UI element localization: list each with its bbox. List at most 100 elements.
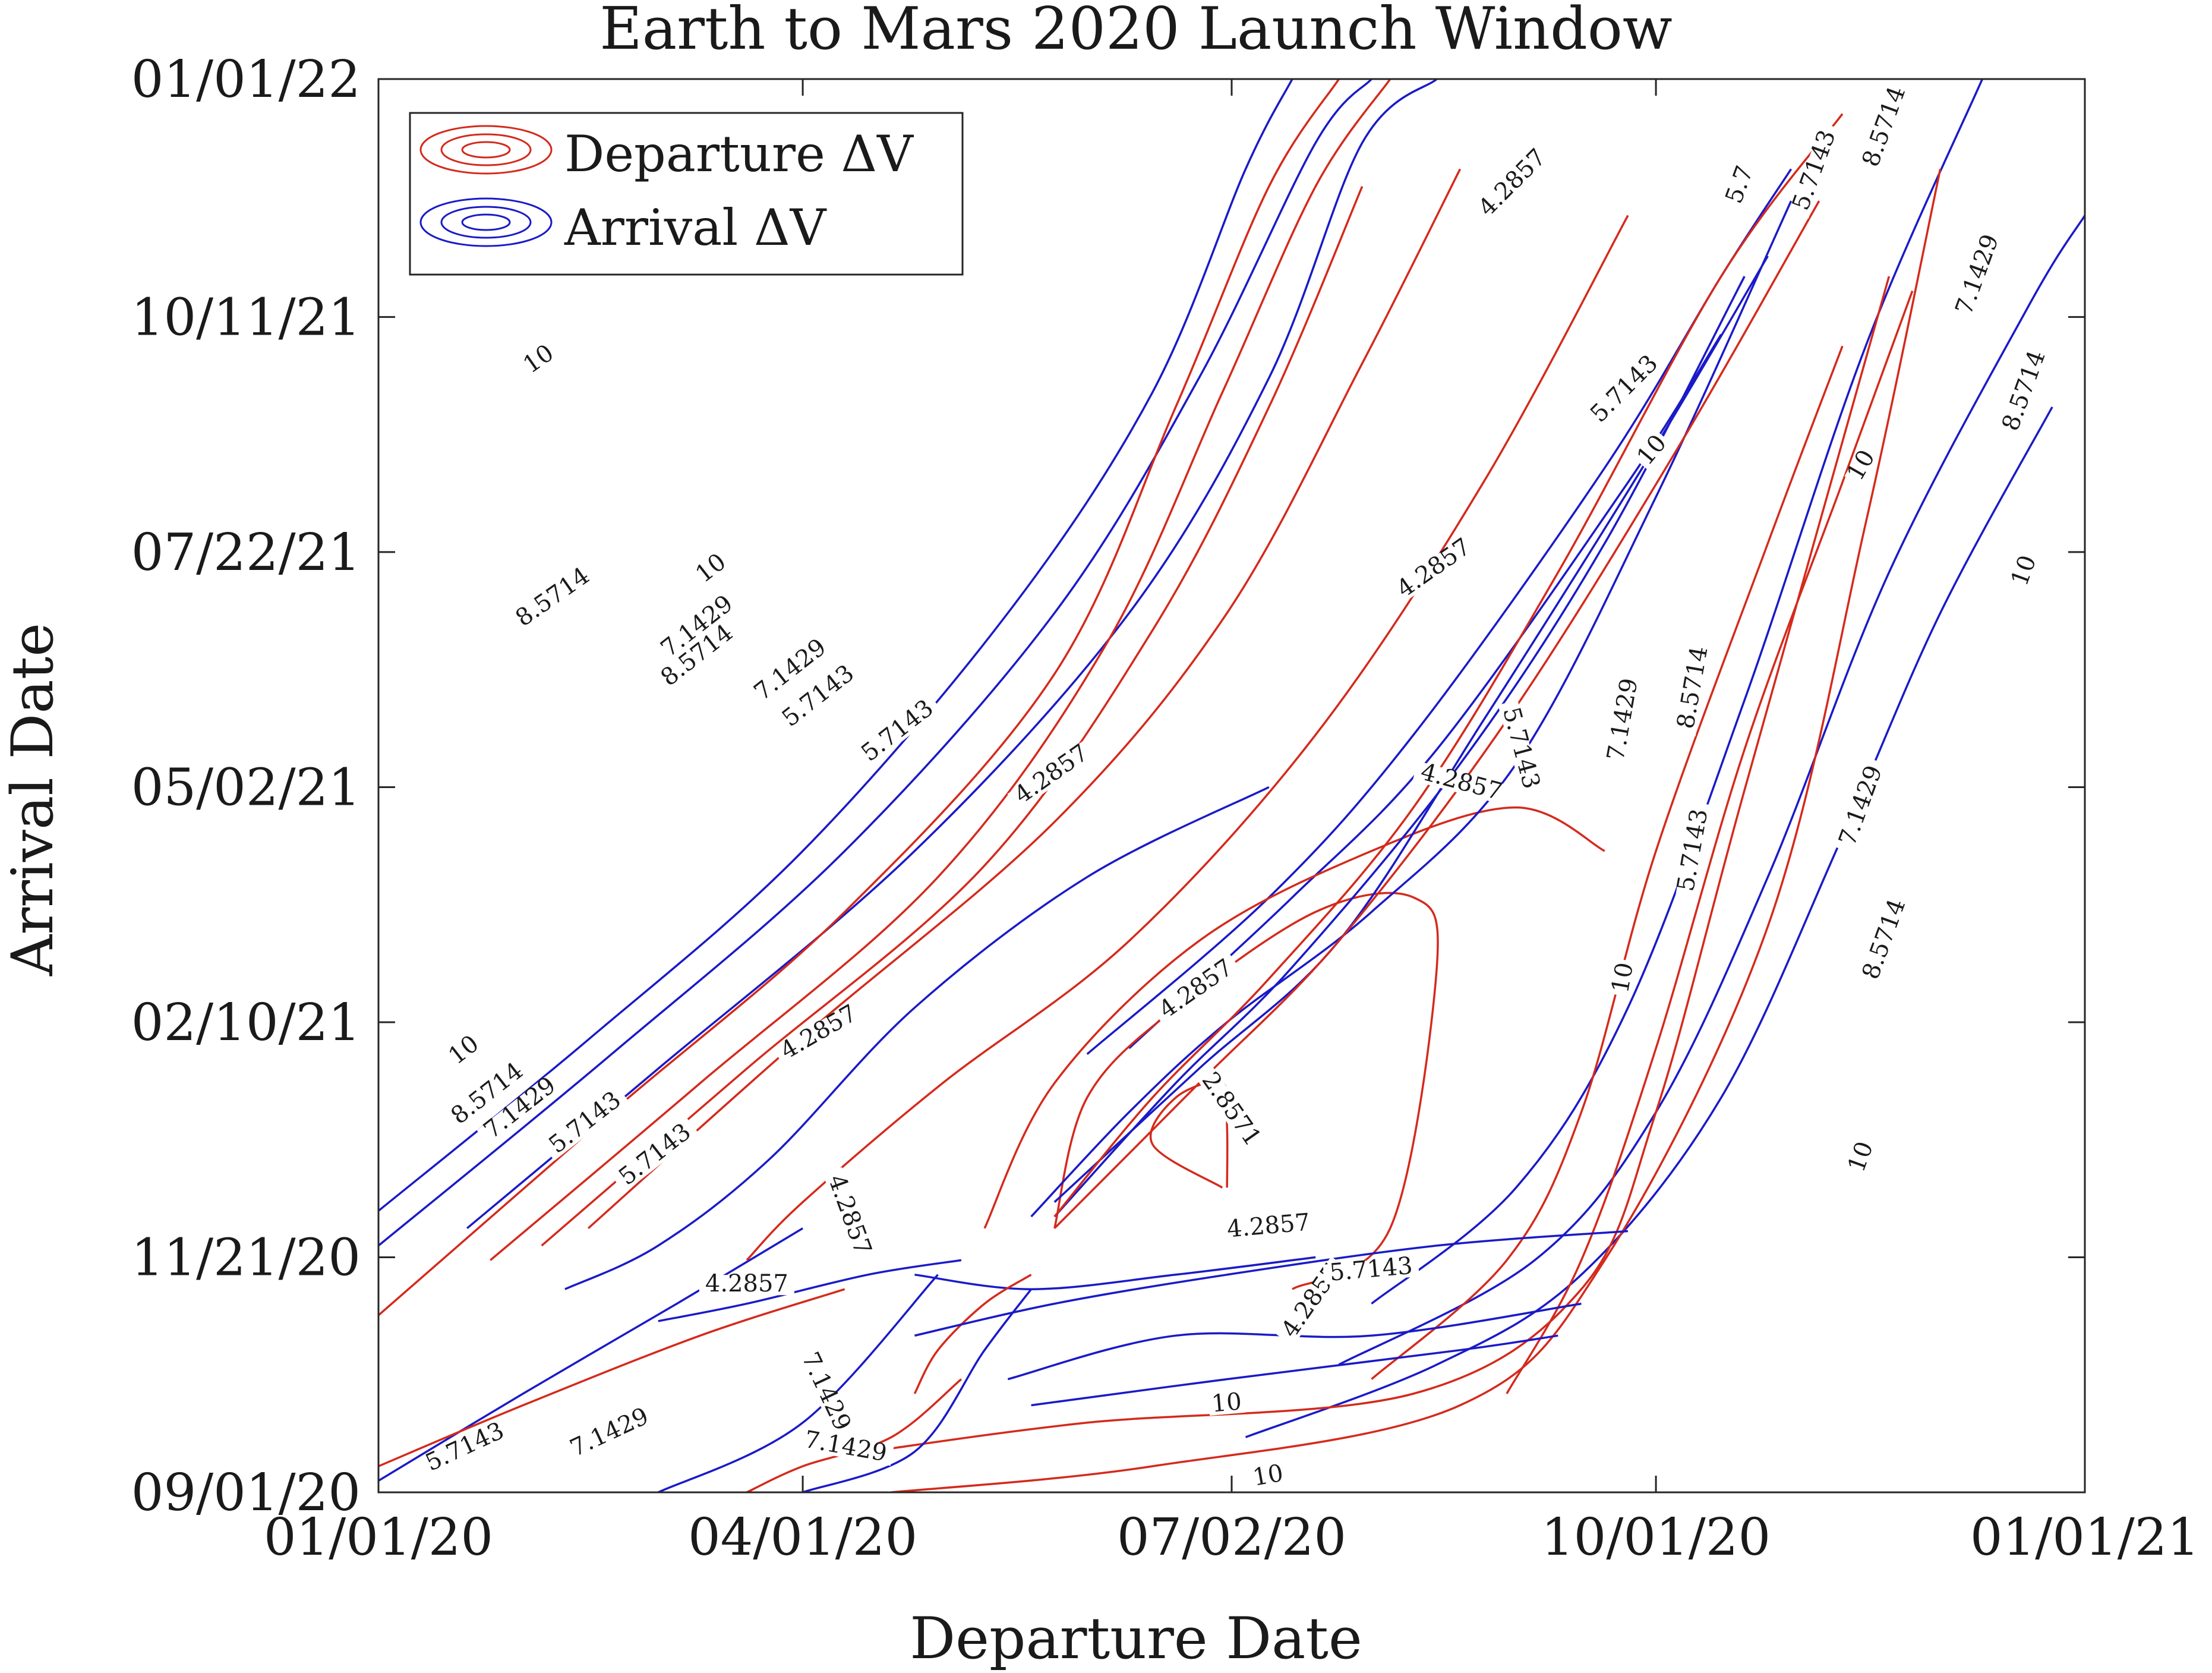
contour-label-text: 10 (518, 339, 558, 379)
contour-label-text: 8.5714 (1857, 83, 1911, 170)
contour-label-40: 8.5714 (1997, 343, 2051, 439)
arrival-contour-3 (378, 1227, 803, 1482)
contour-label-bg (1846, 1137, 1877, 1178)
arrival-contour-32 (1030, 200, 1793, 1218)
contour-label-26: 10 (1208, 1388, 1245, 1418)
contour-label-43: 8.5714 (1857, 891, 1911, 988)
contour-label-text: 2.8571 (1197, 1067, 1267, 1151)
contour-label-bg (1412, 761, 1510, 805)
legend-swatch-ring (419, 197, 553, 247)
contour-label-text: 8.5714 (1997, 347, 2051, 434)
departure-contour-20 (1371, 345, 1844, 1380)
legend-box (409, 112, 964, 276)
contour-label-text: 4.2857 (705, 1270, 788, 1297)
contour-label-37: 4.2857 (1472, 143, 1554, 225)
departure-contour-19 (983, 806, 1605, 1229)
contour-label-bg (854, 694, 942, 769)
legend-item-arrival: Arrival ΔV (419, 197, 827, 257)
contour-label-bg (1390, 533, 1479, 605)
contour-label-39: 7.1429 (1950, 226, 2004, 323)
contour-label-text: 7.1429 (1950, 231, 2004, 318)
departure-contour-25 (913, 1274, 1032, 1394)
legend-swatch-ring (419, 125, 553, 175)
contour-label-bg (654, 619, 741, 694)
departure-contour-35 (1053, 113, 1844, 1218)
contour-label-8: 4.2857 (1007, 739, 1097, 811)
contour-label-text: 5.7143 (614, 1118, 696, 1190)
contour-label-text: 7.1429 (1602, 676, 1643, 763)
contour-label-bg (1836, 758, 1888, 855)
contour-label-2: 10 (690, 548, 732, 588)
contour-label-19: 7.1429 (796, 1344, 856, 1439)
contour-label-47: 5.7 (1720, 157, 1759, 213)
contour-label-33: 10 (1607, 958, 1639, 997)
contour-label-text: 4.2857 (1392, 533, 1476, 603)
contour-label-7: 5.7143 (854, 694, 942, 769)
contour-label-42: 7.1429 (1834, 758, 1888, 855)
legend-item-departure: Departure ΔV (419, 125, 914, 183)
contour-label-bg (1859, 891, 1911, 988)
contour-label-bg (1633, 430, 1673, 471)
contour-label-bg (1007, 739, 1097, 811)
legend-swatch-ring (461, 213, 511, 231)
contour-label-bg (1844, 445, 1880, 487)
arrival-contour-5 (914, 1256, 1316, 1290)
contour-label-text: 5.7143 (1672, 806, 1714, 893)
arrival-contour-34 (1053, 256, 1769, 1203)
contour-label-text: 5.7143 (544, 1086, 626, 1158)
departure-contour-12 (490, 79, 1391, 1261)
contour-label-text: 10 (443, 1030, 484, 1070)
contour-label-bg (654, 590, 741, 664)
y-tick-label: 09/01/20 (131, 1463, 361, 1523)
contour-label-17: 5.7143 (418, 1417, 513, 1477)
contour-label-bg (1249, 1463, 1288, 1490)
contour-label-27: 10 (1249, 1460, 1288, 1492)
contour-label-bg (796, 1344, 855, 1439)
contour-label-bg (508, 562, 598, 634)
contour-label-41: 10 (2006, 550, 2042, 591)
contour-label-bg (747, 633, 835, 708)
contour-label-bg (444, 1032, 485, 1070)
contour-label-bg (418, 1419, 513, 1477)
contour-label-bg (1611, 958, 1637, 997)
contour-label-bg (1584, 348, 1666, 431)
contour-label-bg (691, 550, 732, 588)
legend-swatch-arrival (419, 197, 553, 247)
arrival-contour-9 (1338, 215, 2085, 1366)
contour-label-text: 8.5714 (511, 562, 595, 632)
contour-label-bg (542, 1086, 630, 1161)
contour-label-bg (1323, 1256, 1419, 1285)
departure-contour-18 (1053, 891, 1439, 1290)
contour-label-bg (1472, 143, 1554, 225)
contour-label-0: 10 (518, 339, 560, 379)
contour-label-bg (519, 341, 560, 379)
legend-swatch-ring (461, 141, 511, 159)
legend-swatch-ring (440, 133, 532, 166)
contour-label-bg (822, 1167, 875, 1264)
contour-label-text: 5.7143 (856, 694, 939, 767)
contour-label-text: 5.7143 (421, 1417, 508, 1477)
y-tick-label: 05/02/21 (131, 758, 361, 817)
legend: Departure ΔV Arrival ΔV (409, 112, 964, 276)
y-tick-label: 02/10/21 (131, 993, 361, 1053)
contour-label-bg (1722, 157, 1759, 213)
contour-label-text: 7.1429 (566, 1403, 652, 1463)
y-tick-label: 01/01/22 (131, 50, 361, 109)
contour-label-text: 10 (1210, 1388, 1243, 1417)
contour-label-bg (1151, 954, 1242, 1026)
y-tick-label: 07/22/21 (131, 523, 361, 582)
departure-contour-23 (891, 169, 1942, 1492)
contour-label-text: 5.7143 (1585, 349, 1663, 427)
departure-contour-21 (1506, 290, 1914, 1394)
departure-contour-15 (746, 215, 1629, 1261)
contour-label-text: 10 (1632, 430, 1672, 471)
contour-label-text: 5.7143 (1787, 127, 1841, 214)
contour-label-text: 4.2857 (823, 1171, 877, 1258)
x-tick-label: 01/01/20 (264, 1508, 493, 1567)
contour-label-bg (1208, 1392, 1245, 1416)
arrival-contour-1 (378, 79, 1372, 1247)
departure-contour-16 (378, 1288, 845, 1467)
x-tick-label: 07/02/20 (1117, 1508, 1346, 1567)
